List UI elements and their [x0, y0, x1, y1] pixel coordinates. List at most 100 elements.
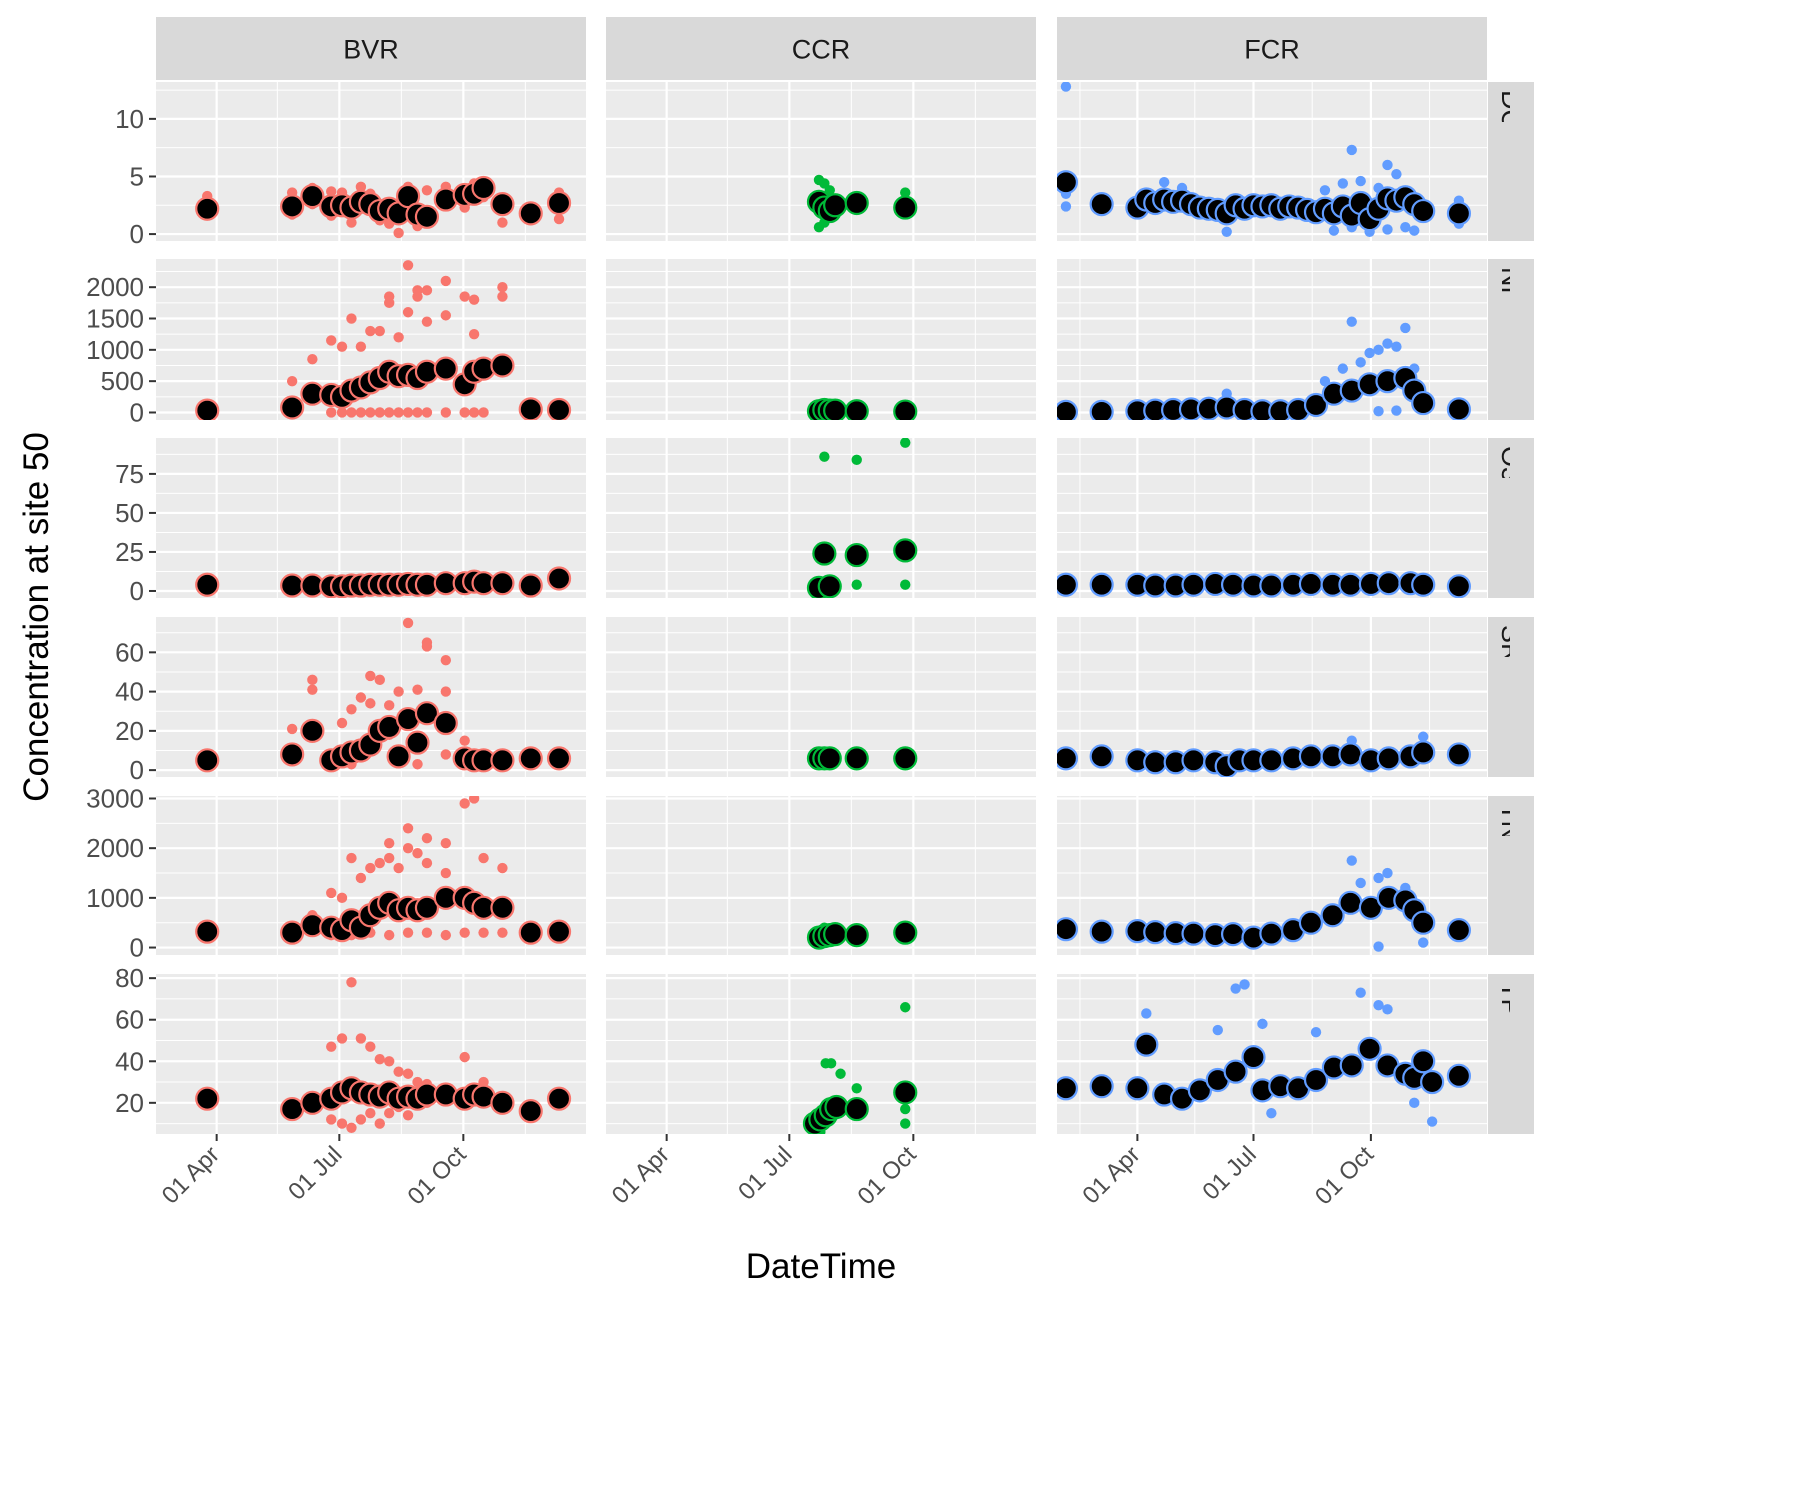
sample-point [835, 1068, 846, 1079]
mean-point [1143, 920, 1168, 945]
sample-point [336, 892, 348, 904]
sample-point [355, 407, 367, 418]
mean-point [490, 748, 515, 773]
sample-point [421, 857, 433, 869]
sample-point [468, 407, 480, 418]
sample-point [307, 674, 318, 686]
panel-marks [1057, 316, 1472, 420]
mean-point [1320, 903, 1345, 928]
mean-point [1057, 170, 1079, 195]
sample-point [440, 929, 452, 941]
sample-point [336, 341, 348, 352]
sample-point [393, 332, 404, 343]
panel-marks [195, 617, 572, 773]
faceted-scatter-chart: BVR CCR FCR DOC_mgL NH4_ugL O3NO2_ugL SRP_ugL T… [17, 17, 1534, 1286]
mean-point [1259, 921, 1284, 946]
sample-point [326, 186, 337, 197]
panel-marks [1057, 571, 1472, 598]
sample-point [383, 700, 395, 711]
row-strip-label: TP_ugL [1496, 982, 1526, 1077]
mean-point [546, 566, 572, 591]
mean-point [1446, 397, 1472, 420]
sample-point [1400, 322, 1411, 334]
sample-point [440, 867, 452, 879]
mean-point [386, 744, 411, 769]
mean-point [893, 1080, 918, 1105]
panel-ccr-nh4-ugl [606, 259, 1036, 420]
column-strip-label: CCR [792, 35, 851, 65]
panel-marks [195, 566, 572, 598]
sample-point [497, 217, 508, 228]
mean-point [844, 399, 869, 420]
mean-point [844, 746, 869, 771]
sample-point [900, 1002, 911, 1013]
sample-point [412, 285, 423, 296]
mean-point [1089, 399, 1114, 420]
mean-point [1089, 919, 1114, 944]
panel-marks [1057, 82, 1472, 237]
panel-background [606, 259, 1036, 420]
y-tick-label: 60 [115, 1005, 144, 1035]
y-tick-label: 0 [130, 219, 144, 249]
sample-point [365, 698, 376, 709]
mean-point [300, 183, 325, 209]
mean-point [518, 1099, 543, 1124]
mean-point [817, 574, 842, 598]
sample-point [1418, 731, 1429, 742]
mean-point [1143, 750, 1168, 775]
sample-point [459, 1051, 470, 1063]
sample-point [459, 407, 470, 418]
column-strip-fcr: FCR [1057, 17, 1487, 80]
mean-point [1303, 1067, 1329, 1093]
panel-bvr-tp-ugl [156, 974, 586, 1134]
y-tick-label: 3000 [86, 783, 144, 813]
mean-point [1420, 1069, 1445, 1095]
panel-ccr-doc-mgl [606, 82, 1036, 241]
y-tick-label: 5 [130, 161, 144, 191]
sample-point [383, 1108, 395, 1119]
sample-point [1060, 82, 1072, 92]
sample-point [900, 438, 911, 448]
sample-point [1400, 221, 1411, 233]
mean-point [490, 353, 515, 378]
mean-point [1446, 742, 1472, 767]
sample-point [336, 1118, 348, 1129]
panel-marks [195, 175, 572, 239]
sample-point [346, 407, 357, 418]
mean-point [823, 193, 848, 218]
mean-point [490, 192, 515, 217]
y-tick-label: 2000 [86, 833, 144, 863]
sample-point [1382, 224, 1393, 235]
sample-point [440, 275, 452, 287]
sample-point [374, 1118, 385, 1129]
sample-point [1346, 316, 1357, 327]
sample-point [1373, 999, 1384, 1011]
sample-point [1319, 185, 1331, 196]
sample-point [412, 407, 423, 418]
sample-point [365, 1041, 376, 1052]
sample-point [478, 852, 489, 864]
mean-point [518, 397, 543, 420]
sample-point [440, 310, 452, 321]
sample-point [402, 407, 414, 418]
sample-point [1355, 877, 1366, 889]
sample-point [851, 454, 862, 466]
y-tick-label: 40 [115, 1046, 144, 1076]
sample-point [1364, 347, 1375, 359]
panel-marks [806, 397, 918, 420]
row-strip-bg [1488, 259, 1534, 420]
y-tick-label: 75 [115, 459, 144, 489]
sample-point [1141, 1008, 1152, 1019]
sample-point [346, 217, 357, 228]
mean-point [195, 748, 220, 773]
sample-point [326, 887, 337, 899]
panel-marks [806, 746, 918, 771]
mean-point [1303, 392, 1329, 418]
y-tick-label: 10 [115, 104, 144, 134]
y-tick-label: 2000 [86, 272, 144, 302]
panel-fcr-tn-ugl [1057, 796, 1487, 955]
sample-point [824, 185, 835, 196]
sample-point [1391, 405, 1402, 416]
column-strip-bvr: BVR [156, 17, 586, 80]
sample-point [421, 285, 433, 296]
